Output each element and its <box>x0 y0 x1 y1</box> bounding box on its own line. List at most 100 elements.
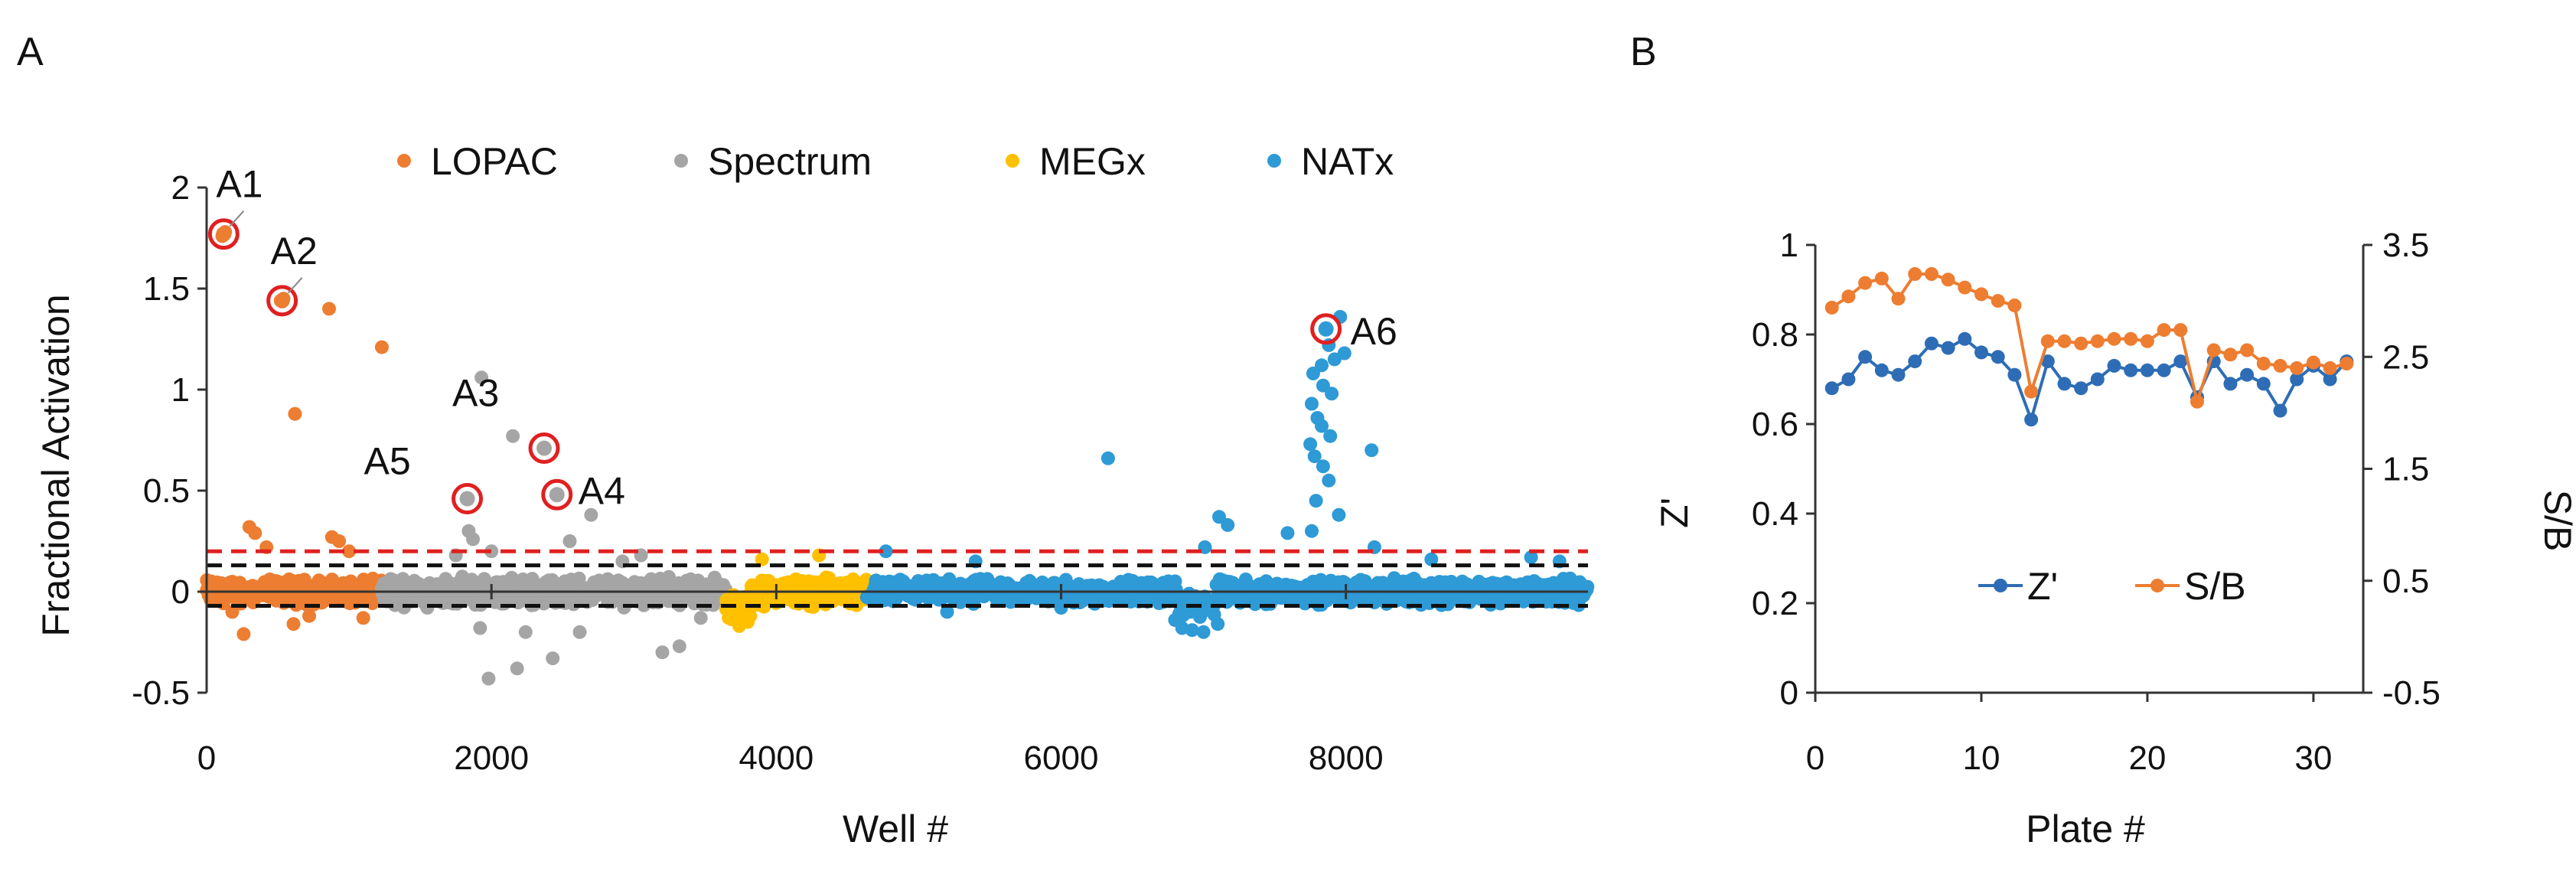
point-natx <box>1316 378 1330 393</box>
point-s-b <box>2223 348 2238 362</box>
x-tick-label: 4000 <box>739 739 814 777</box>
point-s-b <box>2290 361 2304 375</box>
point-natx <box>1101 451 1115 465</box>
point-z-prime <box>1991 350 2005 364</box>
point-s-b <box>2124 331 2138 346</box>
x-tick-label: 2000 <box>454 739 529 777</box>
point-natx <box>1212 510 1226 524</box>
y2-tick-label: 0.5 <box>2382 563 2429 600</box>
point-lopac <box>342 544 357 559</box>
panel-label-a: A <box>17 30 44 74</box>
point-z-prime <box>1824 381 1839 396</box>
point-s-b <box>2273 358 2287 373</box>
point-s-b <box>1941 272 1955 287</box>
point-spectrum <box>562 534 577 548</box>
point-natx <box>1211 617 1225 631</box>
y-tick-label: 0.5 <box>143 472 190 510</box>
y2-tick-label: 3.5 <box>2382 227 2429 264</box>
panel-a-axes: -0.500.511.520 2000 4000 6000 8000 <box>132 169 1588 777</box>
y-tick-label: 0 <box>1780 674 1798 712</box>
legend-label-z-prime: Z' <box>2027 565 2058 608</box>
point-s-b <box>2007 299 2022 312</box>
point-z-prime <box>1941 341 1955 355</box>
point-lopac <box>236 627 251 641</box>
highlight-ring <box>266 285 298 317</box>
y-tick-label: -0.5 <box>132 674 190 712</box>
legend-label-natx: NATx <box>1301 140 1394 183</box>
point-natx <box>1280 526 1295 540</box>
panel-b-y-axis-title: Z' <box>1653 498 1696 528</box>
y-tick-label: 0.8 <box>1752 316 1798 354</box>
point-z-prime <box>2223 377 2238 391</box>
point-spectrum <box>693 611 708 625</box>
point-z-prime <box>2273 403 2287 418</box>
point-z-prime <box>1924 336 1939 351</box>
point-s-b <box>2323 361 2337 375</box>
point-natx <box>1221 517 1235 532</box>
point-z-prime <box>2090 372 2105 387</box>
hit-label: A6 <box>1351 310 1397 353</box>
highlight-ring <box>541 478 573 511</box>
point-s-b <box>2190 394 2204 409</box>
point-megx <box>757 599 771 614</box>
point-lopac <box>374 340 389 354</box>
point-z-prime <box>2290 372 2304 387</box>
highlight-point <box>536 440 553 456</box>
panel-a-x-axis-title: Well # <box>843 808 948 850</box>
point-z-prime <box>1891 367 1906 382</box>
legend-marker-natx <box>1267 154 1281 168</box>
legend-label-megx: MEGx <box>1039 140 1146 183</box>
highlight-point <box>274 292 290 308</box>
point-s-b <box>1824 300 1839 315</box>
y-tick-label: 0 <box>171 573 190 611</box>
point-natx <box>1337 346 1352 361</box>
y-tick-label: 0.6 <box>1752 406 1798 443</box>
point-natx <box>1365 443 1379 458</box>
point-natx <box>1323 429 1338 443</box>
legend-marker-s-b <box>2150 579 2164 592</box>
highlight-ring <box>452 483 484 515</box>
panel-b-x-axis-title: Plate # <box>2026 808 2145 850</box>
y-tick-label: 0.4 <box>1752 495 1798 533</box>
highlight-point <box>1318 321 1334 337</box>
legend-marker-spectrum <box>674 154 688 168</box>
point-spectrum <box>473 621 487 635</box>
point-natx <box>1332 507 1346 522</box>
point-natx <box>1196 625 1211 639</box>
point-s-b <box>1958 280 1972 295</box>
point-s-b <box>2256 357 2271 370</box>
point-z-prime <box>2157 363 2171 377</box>
point-s-b <box>2074 336 2089 351</box>
point-lopac <box>302 609 316 623</box>
point-natx <box>1054 601 1068 615</box>
point-z-prime <box>1858 350 1873 364</box>
point-spectrum <box>466 532 480 547</box>
point-s-b <box>2240 343 2255 357</box>
point-spectrum <box>584 507 598 522</box>
point-lopac <box>225 605 240 619</box>
point-z-prime <box>1874 363 1889 377</box>
point-spectrum <box>655 645 670 660</box>
point-s-b <box>2206 343 2221 357</box>
point-z-prime <box>2173 354 2188 369</box>
y2-tick-label: 2.5 <box>2382 338 2429 376</box>
callout-line <box>287 277 303 294</box>
legend-label-spectrum: Spectrum <box>708 140 872 183</box>
highlight-ring <box>207 218 240 250</box>
point-s-b <box>1841 289 1856 304</box>
point-spectrum <box>506 429 520 443</box>
point-z-prime <box>2323 372 2337 387</box>
point-natx <box>1307 449 1322 464</box>
point-z-prime <box>1958 331 1972 346</box>
point-lopac <box>248 526 262 540</box>
point-natx <box>1322 473 1336 488</box>
point-s-b <box>2107 331 2121 346</box>
y-tick-label: 1.5 <box>143 270 190 308</box>
point-s-b <box>2157 323 2171 338</box>
point-megx <box>741 615 755 629</box>
point-natx <box>1327 352 1342 367</box>
point-s-b <box>2024 384 2039 399</box>
point-z-prime <box>2107 358 2121 373</box>
panel-a-legend: LOPAC Spectrum MEGx NATx <box>397 140 1394 183</box>
point-spectrum <box>518 625 533 639</box>
